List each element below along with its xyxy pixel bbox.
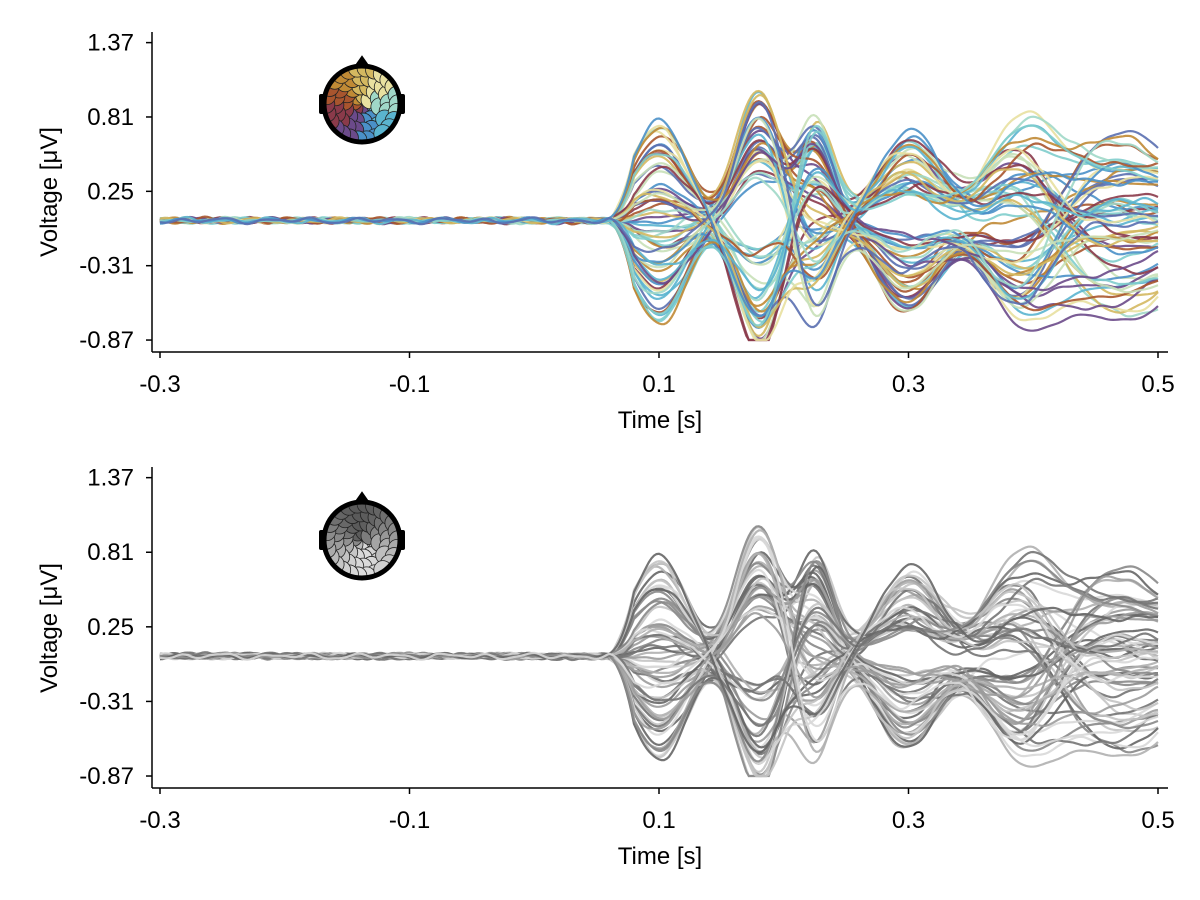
x-tick-label: 0.3 [892, 371, 925, 398]
x-ticks: -0.3 -0.1 0.1 0.3 0.5 [139, 352, 1175, 398]
x-tick-label: -0.3 [139, 371, 180, 398]
channel-lines [159, 525, 1159, 778]
x-tick-label: 0.3 [892, 807, 925, 834]
y-tick-label: -0.87 [79, 327, 134, 354]
channel-line [159, 536, 1159, 743]
y-ticks: -0.87 -0.31 0.25 0.81 1.37 [79, 465, 152, 790]
y-tick-label: 0.81 [87, 539, 134, 566]
right-ear-icon [399, 530, 405, 550]
y-tick-label: 1.37 [87, 30, 134, 57]
right-ear-icon [399, 94, 405, 114]
x-tick-label: 0.1 [642, 807, 675, 834]
x-tick-label: 0.5 [1141, 371, 1174, 398]
y-axis-label: Voltage [μV] [36, 563, 63, 693]
topoplot-inset [319, 55, 405, 145]
y-tick-label: 0.25 [87, 614, 134, 641]
nose-icon [354, 55, 370, 68]
y-axis-label: Voltage [μV] [36, 127, 63, 257]
channel-line [159, 100, 1159, 307]
x-tick-label: -0.1 [389, 371, 430, 398]
topoplot-inset [319, 491, 405, 581]
channel-lines [159, 89, 1159, 342]
x-tick-label: -0.1 [389, 807, 430, 834]
x-tick-label: 0.1 [642, 371, 675, 398]
y-tick-label: -0.87 [79, 763, 134, 790]
left-ear-icon [319, 530, 325, 550]
y-ticks: -0.87 -0.31 0.25 0.81 1.37 [79, 30, 152, 354]
x-axis-label: Time [s] [618, 407, 702, 434]
x-tick-label: -0.3 [139, 807, 180, 834]
y-tick-label: 0.81 [87, 104, 134, 131]
y-tick-label: -0.31 [79, 688, 134, 715]
y-tick-label: 0.25 [87, 178, 134, 205]
y-tick-label: 1.37 [87, 465, 134, 492]
x-ticks: -0.3 -0.1 0.1 0.3 0.5 [139, 788, 1175, 834]
x-axis-label: Time [s] [618, 843, 702, 870]
y-tick-label: -0.31 [79, 253, 134, 280]
left-ear-icon [319, 94, 325, 114]
x-tick-label: 0.5 [1141, 807, 1174, 834]
grayscale-butterfly-plot: -0.87 -0.31 0.25 0.81 1.37 -0.3 -0.1 0.1 0.3 0.5… [36, 465, 1175, 870]
color-butterfly-plot: -0.87 -0.31 0.25 0.81 1.37 -0.3 -0.1 0.1 0.3 0.5… [36, 30, 1175, 434]
nose-icon [354, 491, 370, 504]
